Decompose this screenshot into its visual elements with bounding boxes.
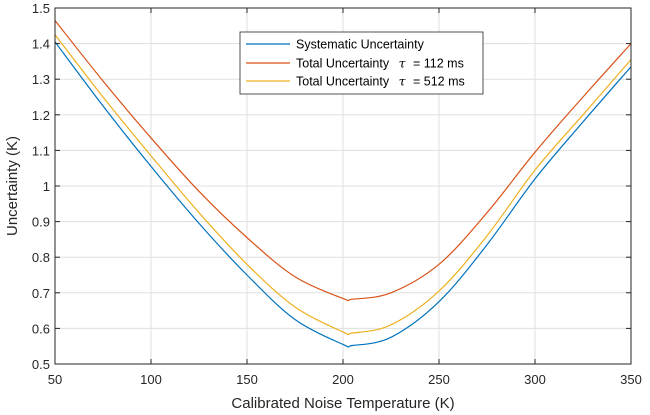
series-layer (54, 20, 632, 348)
legend-label-total-512-suffix: = 512 ms (413, 75, 465, 89)
y-tick-label: 1.2 (32, 108, 50, 123)
y-tick-label: 1.3 (32, 72, 50, 87)
legend-entry-total-112[interactable]: Total Uncertainty τ = 112 ms (246, 56, 464, 71)
x-tick-label: 200 (332, 372, 354, 387)
y-tick-label: 0.5 (32, 357, 50, 372)
y-tick-label: 1.1 (32, 143, 50, 158)
y-tick-label: 0.8 (32, 250, 50, 265)
legend-label-total-112-prefix: Total Uncertainty (296, 57, 390, 71)
y-tick-label: 0.6 (32, 321, 50, 336)
x-tick-label: 300 (524, 372, 546, 387)
legend[interactable]: Systematic Uncertainty Total Uncertainty… (239, 31, 484, 95)
x-axis-label: Calibrated Noise Temperature (K) (231, 395, 454, 412)
x-tick-label: 250 (428, 372, 450, 387)
y-tick-label: 0.9 (32, 215, 50, 230)
series-total-uncertainty-112ms (54, 20, 632, 302)
legend-entry-total-512[interactable]: Total Uncertainty τ = 512 ms (246, 74, 465, 89)
labels-layer: Calibrated Noise Temperature (K) Uncerta… (4, 136, 455, 412)
legend-label-total-112-suffix: = 112 ms (413, 57, 464, 71)
legend-tau-symbol-512: τ (399, 74, 407, 89)
legend-entry-systematic[interactable]: Systematic Uncertainty (246, 38, 425, 52)
y-tick-label: 0.7 (32, 286, 50, 301)
x-tick-label: 50 (48, 372, 62, 387)
series-total-uncertainty-512ms (54, 34, 632, 336)
ticks-layer: 50 100 150 200 250 300 350 0.5 0.6 0.7 0.8 0.9 1 1.1 1… (32, 1, 642, 387)
legend-tau-symbol-112: τ (399, 56, 407, 71)
y-tick-label: 1.5 (32, 1, 50, 16)
legend-label-total-512-prefix: Total Uncertainty (296, 75, 390, 89)
x-tick-label: 150 (236, 372, 258, 387)
legend-label-systematic: Systematic Uncertainty (296, 38, 425, 52)
legend-label-total-112: Total Uncertainty τ = 112 ms (296, 56, 464, 71)
series-systematic-uncertainty (54, 41, 632, 348)
x-tick-label: 350 (620, 372, 642, 387)
y-tick-label: 1.4 (32, 37, 50, 52)
legend-label-total-512: Total Uncertainty τ = 512 ms (296, 74, 465, 89)
x-tick-label: 100 (140, 372, 162, 387)
y-tick-label: 1 (43, 179, 50, 194)
y-axis-label: Uncertainty (K) (4, 136, 21, 236)
